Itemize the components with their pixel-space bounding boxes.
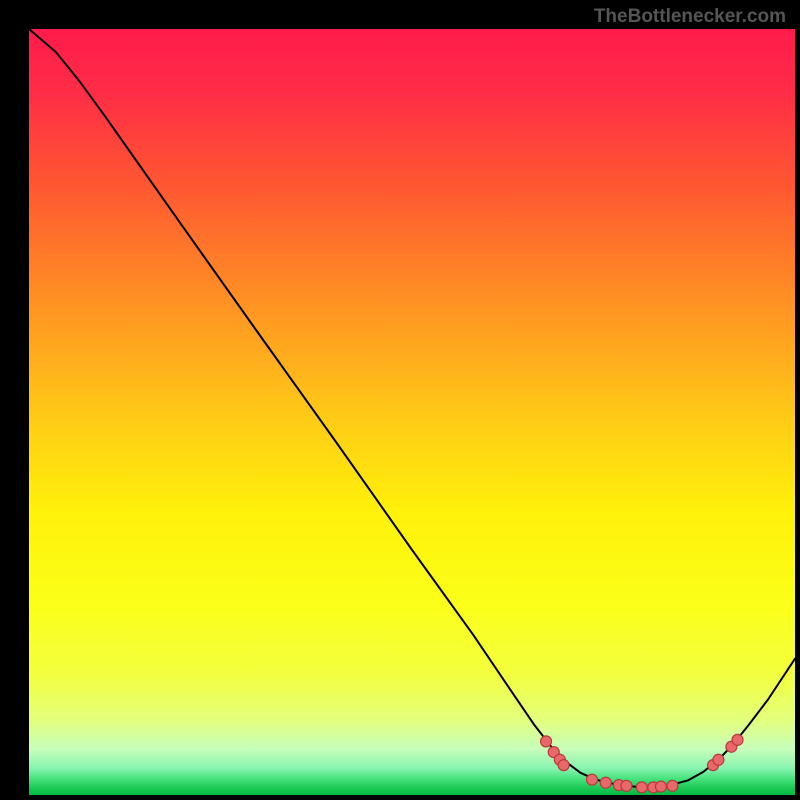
curve-marker — [600, 777, 611, 788]
curve-marker — [558, 760, 569, 771]
chart-plot-area — [29, 29, 795, 795]
watermark-text: TheBottlenecker.com — [594, 6, 786, 28]
curve-marker — [636, 782, 647, 793]
bottleneck-curve — [29, 29, 795, 787]
curve-marker — [621, 780, 632, 791]
curve-marker — [732, 734, 743, 745]
curve-marker — [667, 780, 678, 791]
curve-marker — [541, 736, 552, 747]
curve-marker — [713, 754, 724, 765]
chart-curve-layer — [29, 29, 795, 795]
curve-marker — [587, 774, 598, 785]
curve-markers — [541, 734, 744, 792]
curve-marker — [655, 781, 666, 792]
